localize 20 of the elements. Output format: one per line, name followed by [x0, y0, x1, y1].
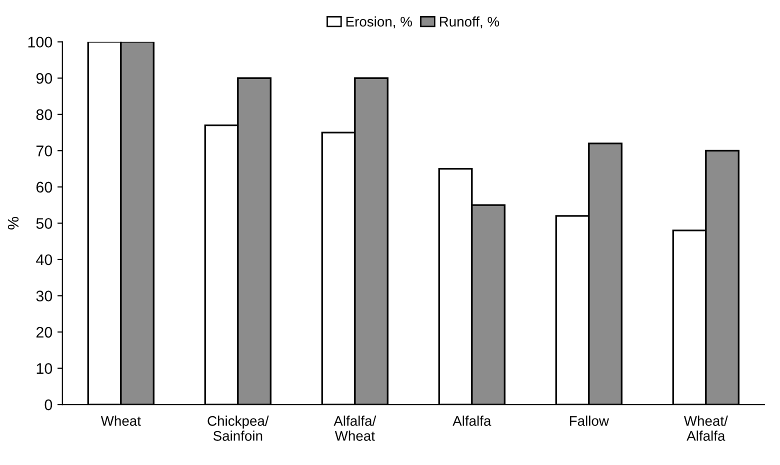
y-tick-label: 40	[36, 254, 52, 266]
y-tick-label: 100	[28, 36, 52, 48]
y-tick-label: 50	[36, 218, 52, 229]
y-tick-label: 90	[36, 72, 52, 84]
y-axis-title: %	[8, 216, 19, 230]
y-tick-label: 70	[36, 146, 52, 156]
x-tick-label: Wheat/ Alfalfa	[684, 416, 728, 441]
x-tick-label: Alfalfa/ Wheat	[334, 416, 376, 441]
y-tick-label: 0	[44, 399, 52, 410]
legend-label: Runoff, %	[440, 16, 500, 28]
y-tick-label: 20	[36, 326, 52, 338]
x-tick-label: Wheat	[100, 416, 141, 426]
x-tick-label: Chickpea/ Sainfoin	[208, 416, 269, 441]
y-tick-label: 30	[36, 290, 52, 302]
y-tick-label: 10	[36, 363, 52, 374]
x-tick-label: Fallow	[570, 416, 610, 426]
y-tick-label: 60	[36, 182, 52, 193]
legend-label: Erosion, %	[346, 16, 412, 28]
x-tick-label: Alfalfa	[452, 416, 492, 426]
y-tick-label: 80	[36, 109, 52, 120]
